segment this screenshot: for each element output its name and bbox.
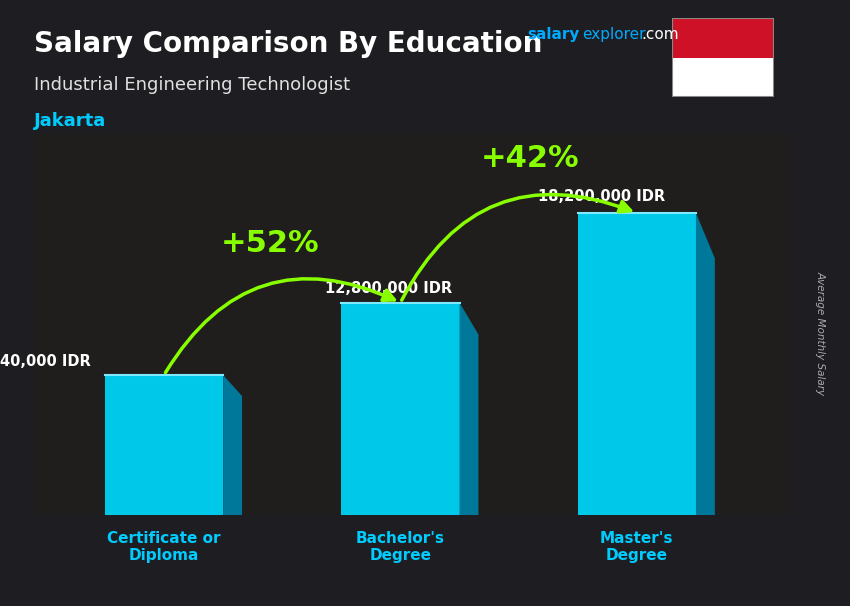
Text: 12,800,000 IDR: 12,800,000 IDR xyxy=(325,281,452,296)
Bar xyxy=(342,302,460,515)
Bar xyxy=(672,58,774,97)
Polygon shape xyxy=(460,302,479,515)
Text: Salary Comparison By Education: Salary Comparison By Education xyxy=(34,30,542,58)
Bar xyxy=(578,213,696,515)
Text: 8,440,000 IDR: 8,440,000 IDR xyxy=(0,355,91,370)
Text: 18,200,000 IDR: 18,200,000 IDR xyxy=(538,189,665,204)
Polygon shape xyxy=(223,375,242,515)
Text: +42%: +42% xyxy=(481,144,580,173)
Text: explorer: explorer xyxy=(582,27,646,42)
Text: salary: salary xyxy=(527,27,580,42)
Text: +52%: +52% xyxy=(221,228,320,258)
Bar xyxy=(672,18,774,58)
Polygon shape xyxy=(696,213,715,515)
Bar xyxy=(105,375,223,515)
Text: Jakarta: Jakarta xyxy=(34,112,106,130)
Text: .com: .com xyxy=(642,27,679,42)
Text: Industrial Engineering Technologist: Industrial Engineering Technologist xyxy=(34,76,350,94)
Text: Average Monthly Salary: Average Monthly Salary xyxy=(815,271,825,395)
